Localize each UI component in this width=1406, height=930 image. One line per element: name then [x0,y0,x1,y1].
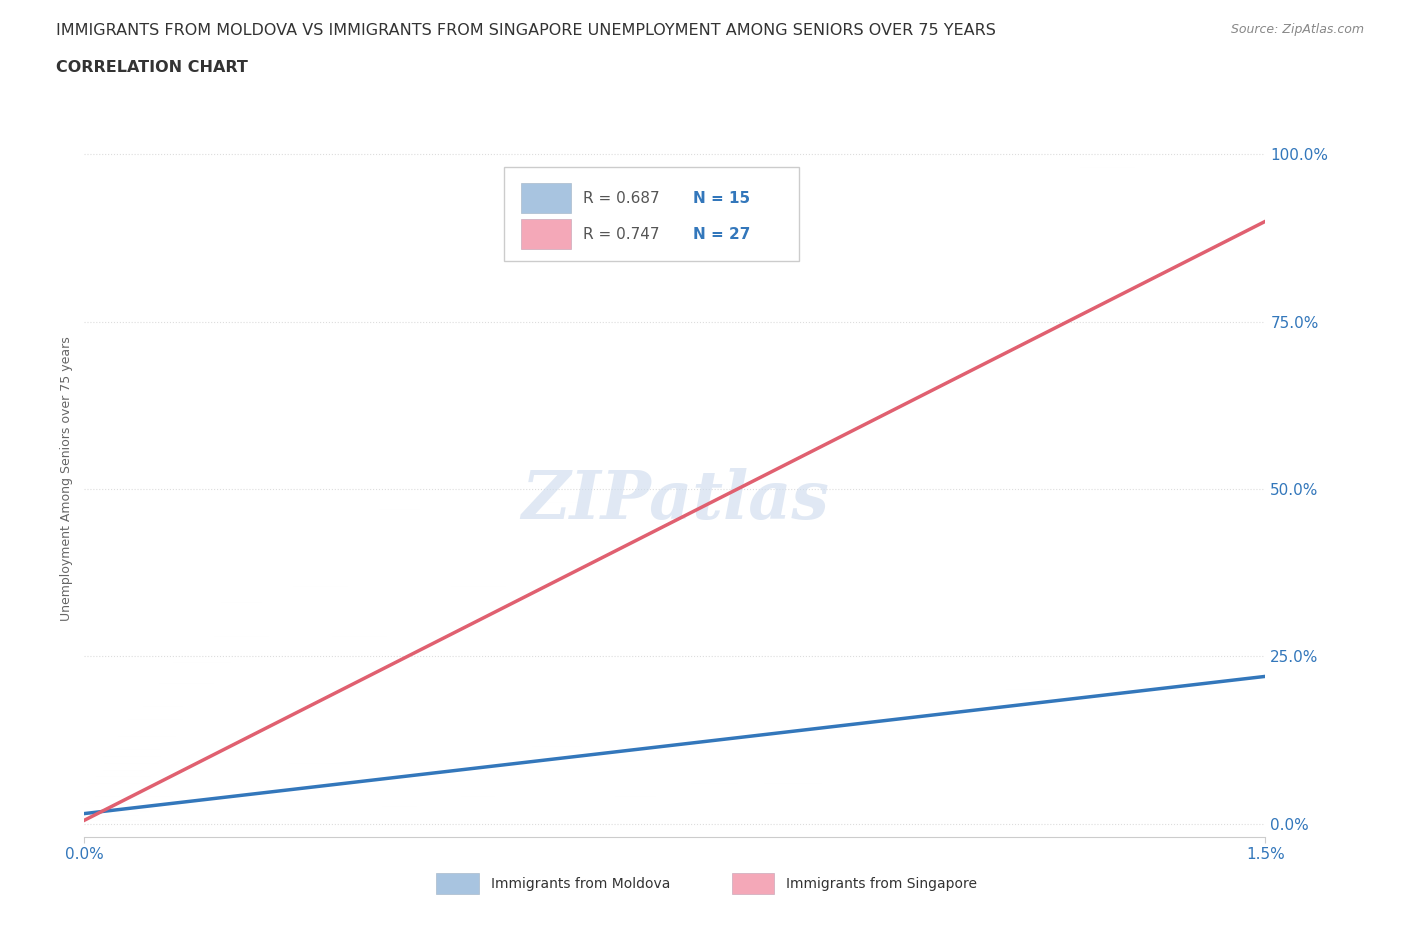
FancyBboxPatch shape [436,873,479,894]
Text: IMMIGRANTS FROM MOLDOVA VS IMMIGRANTS FROM SINGAPORE UNEMPLOYMENT AMONG SENIORS : IMMIGRANTS FROM MOLDOVA VS IMMIGRANTS FR… [56,23,995,38]
FancyBboxPatch shape [503,167,799,260]
Text: Source: ZipAtlas.com: Source: ZipAtlas.com [1230,23,1364,36]
Text: CORRELATION CHART: CORRELATION CHART [56,60,247,75]
Text: R = 0.747: R = 0.747 [582,227,659,242]
Text: N = 27: N = 27 [693,227,749,242]
Text: ZIPatlas: ZIPatlas [522,468,828,533]
Text: Immigrants from Moldova: Immigrants from Moldova [491,877,671,891]
Text: Immigrants from Singapore: Immigrants from Singapore [786,877,977,891]
FancyBboxPatch shape [522,183,571,213]
Text: R = 0.687: R = 0.687 [582,191,659,206]
Y-axis label: Unemployment Among Seniors over 75 years: Unemployment Among Seniors over 75 years [60,337,73,621]
FancyBboxPatch shape [731,873,775,894]
Text: N = 15: N = 15 [693,191,749,206]
FancyBboxPatch shape [522,219,571,249]
